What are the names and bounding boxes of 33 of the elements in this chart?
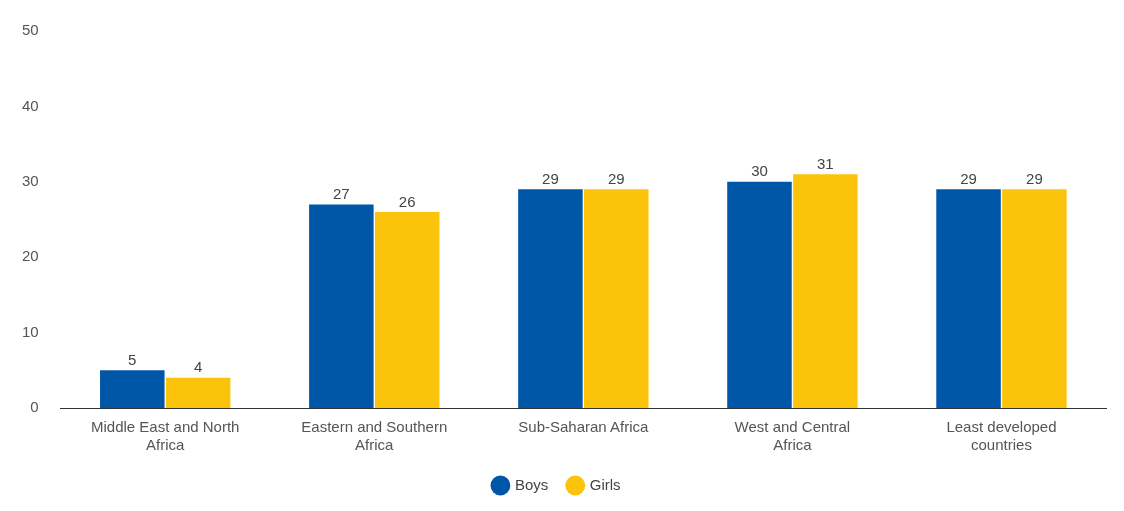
bar <box>936 189 1001 408</box>
bar <box>165 377 231 408</box>
data-label: 29 <box>607 169 625 187</box>
bar <box>727 181 792 408</box>
y-tick-label: 30 <box>22 171 39 189</box>
legend-label: Boys <box>514 475 549 493</box>
y-tick-label: 0 <box>30 398 39 416</box>
data-label: 4 <box>193 358 203 376</box>
bar <box>793 174 858 408</box>
data-label: 29 <box>542 169 559 187</box>
y-tick-label: 50 <box>22 21 39 39</box>
y-tick-label: 20 <box>22 247 39 265</box>
y-tick-label: 10 <box>22 322 39 340</box>
legend-label: Girls <box>589 475 621 493</box>
bar <box>100 370 165 408</box>
x-tick-label: Sub-Saharan Africa <box>518 418 650 436</box>
data-label: 30 <box>751 162 768 180</box>
x-tick-label: Eastern and Southern Africa <box>301 418 448 454</box>
x-tick-label: West and Central Africa <box>734 418 851 454</box>
data-label: 31 <box>816 154 834 172</box>
bar <box>584 189 649 408</box>
bar <box>518 189 583 408</box>
x-tick-label: Least developed countries <box>946 418 1057 454</box>
data-label: 29 <box>1026 169 1043 187</box>
x-tick-label: Middle East and North Africa <box>91 418 240 454</box>
y-tick-label: 40 <box>22 96 39 114</box>
bar <box>374 211 440 408</box>
data-label: 29 <box>960 169 977 187</box>
bar <box>1002 189 1067 408</box>
bar <box>309 204 374 408</box>
data-label: 27 <box>333 185 350 203</box>
data-label: 5 <box>128 350 137 368</box>
data-label: 26 <box>398 192 416 210</box>
